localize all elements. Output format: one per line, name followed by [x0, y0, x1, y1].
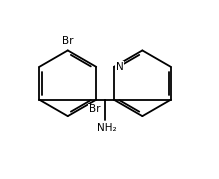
Text: Br: Br: [62, 36, 74, 46]
Text: NH₂: NH₂: [97, 123, 117, 133]
Text: Br: Br: [89, 104, 100, 114]
Text: N: N: [116, 62, 124, 72]
